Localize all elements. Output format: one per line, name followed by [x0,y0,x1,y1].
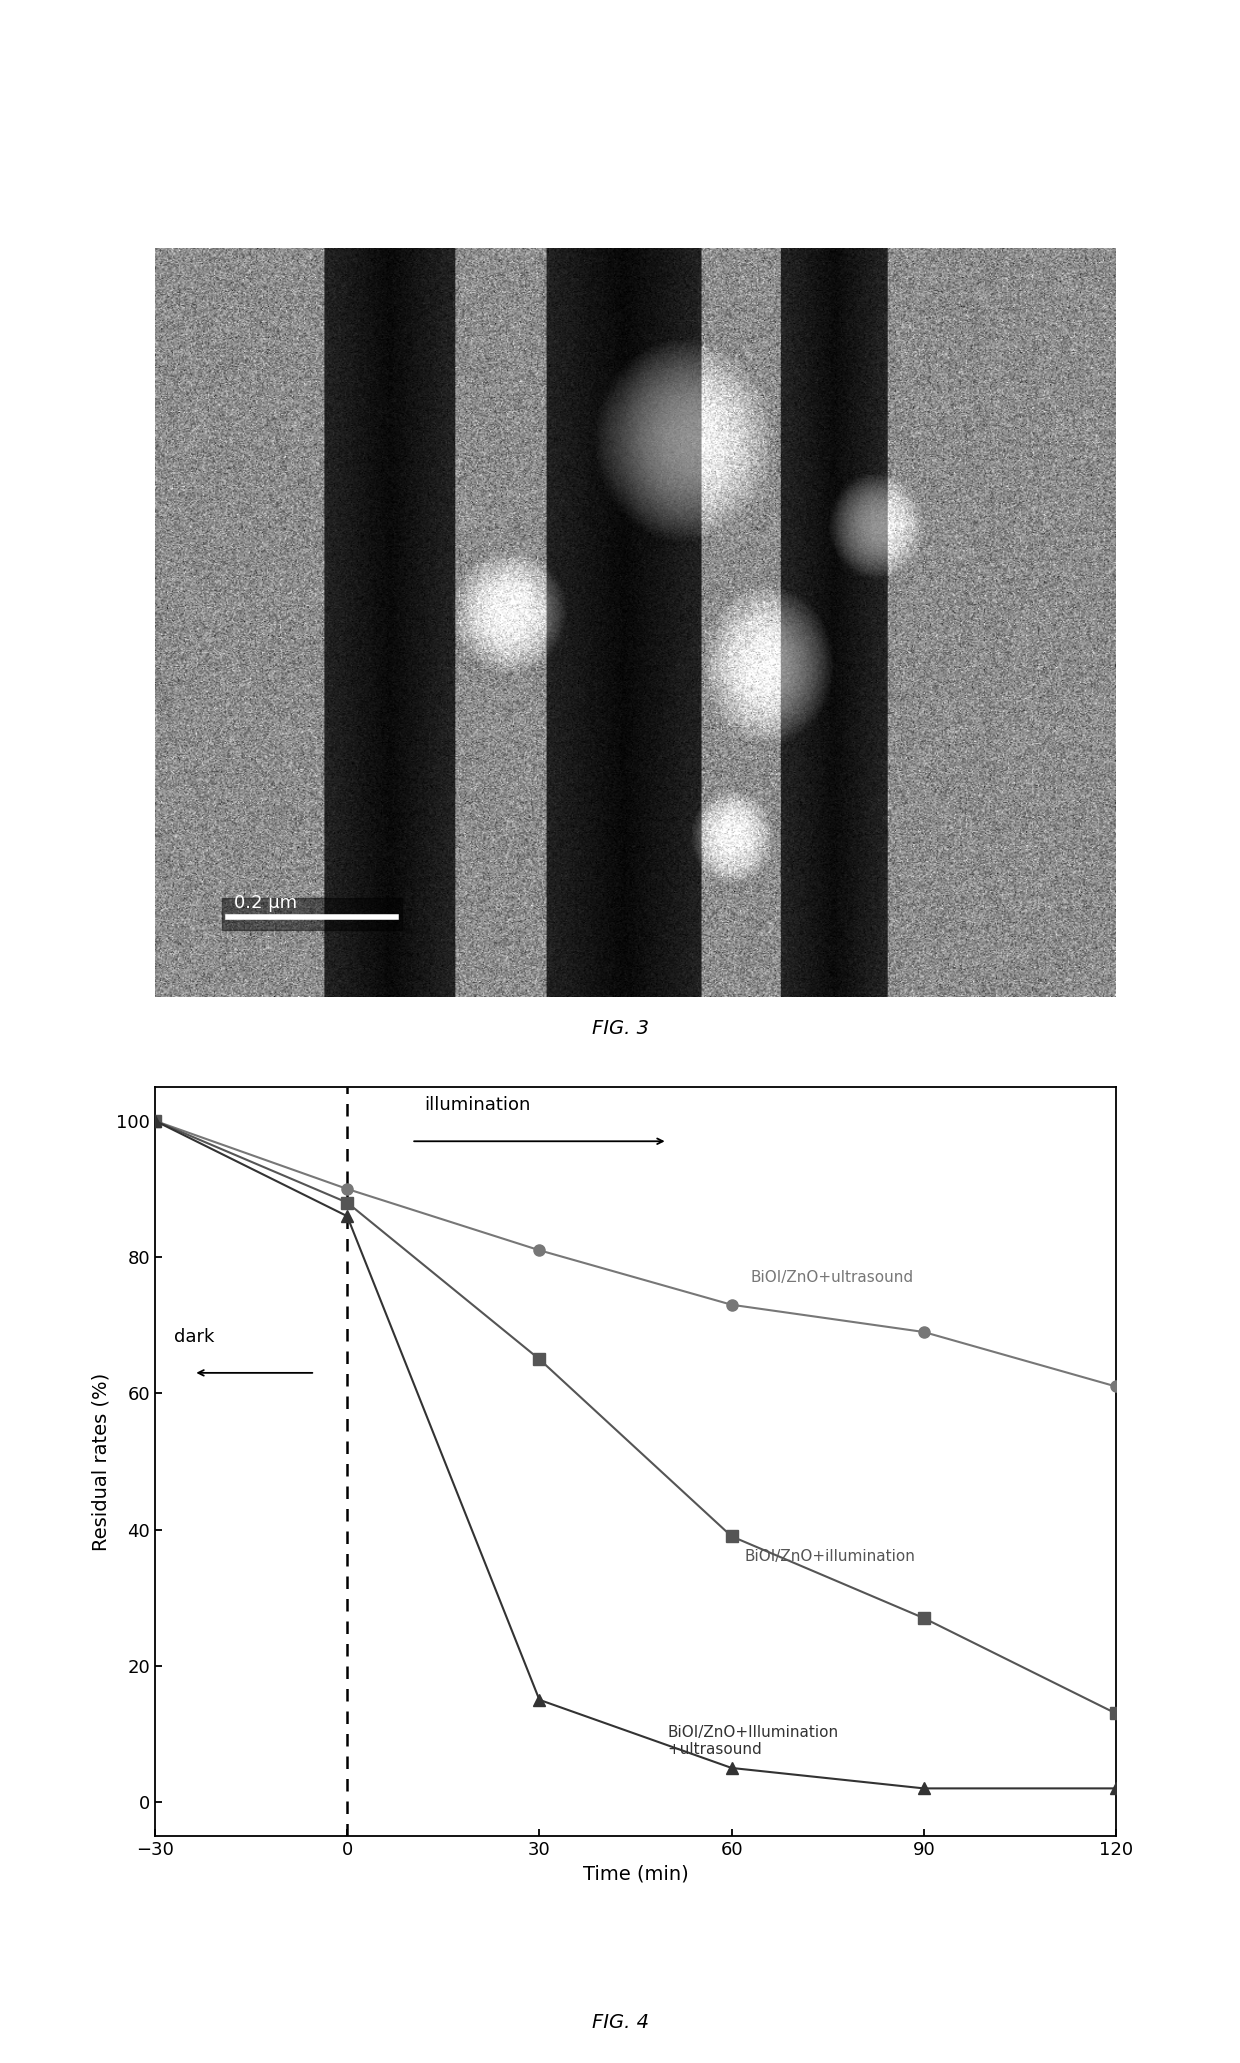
Text: BiOI/ZnO+ultrasound: BiOI/ZnO+ultrasound [751,1271,914,1285]
Text: BiOI/ZnO+Illumination
+ultrasound: BiOI/ZnO+Illumination +ultrasound [667,1725,838,1758]
Text: BiOI/ZnO+illumination: BiOI/ZnO+illumination [744,1549,915,1564]
Bar [222,897,402,930]
Text: FIG. 4: FIG. 4 [591,2013,649,2032]
Text: 0.2 μm: 0.2 μm [233,893,296,912]
Text: illumination: illumination [424,1095,531,1114]
Y-axis label: Residual rates (%): Residual rates (%) [92,1372,110,1551]
X-axis label: Time (min): Time (min) [583,1865,688,1884]
Text: FIG. 3: FIG. 3 [591,1019,649,1038]
Text: dark: dark [174,1329,215,1345]
